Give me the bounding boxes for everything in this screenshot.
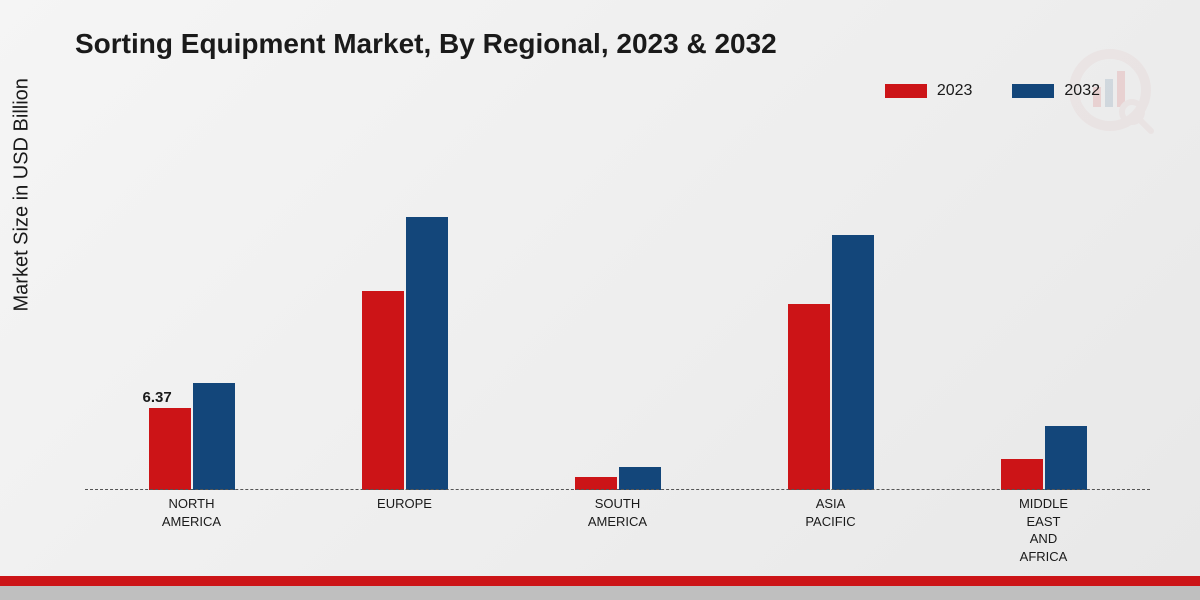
legend-label: 2023	[937, 82, 973, 100]
x-axis-label: SOUTH AMERICA	[558, 495, 678, 565]
legend-label: 2032	[1064, 82, 1100, 100]
legend-swatch	[1012, 84, 1054, 98]
y-axis-label: Market Size in USD Billion	[11, 78, 34, 311]
bar-group	[1001, 426, 1087, 490]
bar-group: 6.37	[149, 383, 235, 490]
bar-2032	[193, 383, 235, 490]
bar-2032	[832, 235, 874, 490]
x-axis-label: NORTH AMERICA	[132, 495, 252, 565]
legend-item-2023: 2023	[885, 82, 973, 100]
bar-2032	[1045, 426, 1087, 490]
legend-swatch	[885, 84, 927, 98]
bar-2032	[619, 467, 661, 490]
footer-stripe-red	[0, 576, 1200, 586]
chart-area: 6.37	[85, 130, 1150, 490]
bar-group	[362, 217, 448, 490]
legend: 2023 2032	[885, 82, 1100, 100]
bar-group	[575, 467, 661, 490]
chart-title: Sorting Equipment Market, By Regional, 2…	[75, 28, 777, 60]
x-axis-label: ASIA PACIFIC	[771, 495, 891, 565]
bar-2023	[149, 408, 191, 490]
bar-2023	[788, 304, 830, 490]
x-axis-label: MIDDLE EAST AND AFRICA	[984, 495, 1104, 565]
bar-2032	[406, 217, 448, 490]
x-axis-labels: NORTH AMERICA EUROPE SOUTH AMERICA ASIA PAC…	[85, 495, 1150, 565]
footer-stripe-gray	[0, 586, 1200, 600]
baseline	[85, 489, 1150, 490]
bar-groups: 6.37	[85, 130, 1150, 490]
bar-2023	[362, 291, 404, 490]
bar-2023	[1001, 459, 1043, 490]
legend-item-2032: 2032	[1012, 82, 1100, 100]
x-axis-label: EUROPE	[345, 495, 465, 565]
bar-group	[788, 235, 874, 490]
bar-value-label: 6.37	[143, 389, 172, 406]
